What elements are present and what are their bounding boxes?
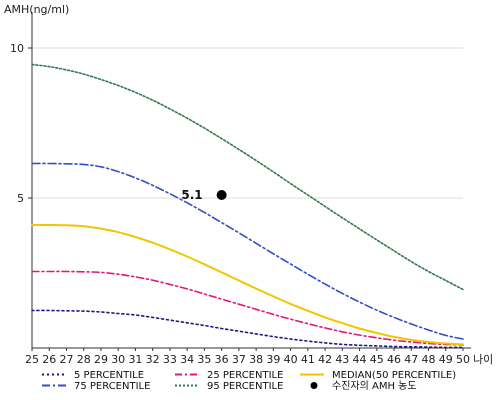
x-tick-label-39: 39 [266, 353, 280, 366]
legend-label-5: 수진자의 AMH 농도 [332, 380, 417, 392]
x-tick-label-30: 30 [111, 353, 125, 366]
x-tick-label-43: 43 [335, 353, 349, 366]
x-axis-title: 나이 [473, 353, 493, 366]
x-tick-label-45: 45 [370, 353, 384, 366]
x-tick-label-37: 37 [232, 353, 246, 366]
x-tick-label-36: 36 [215, 353, 229, 366]
x-tick-label-25: 25 [25, 353, 39, 366]
legend-label-0: 5 PERCENTILE [74, 370, 144, 381]
y-gridlines [32, 47, 463, 199]
x-tick-label-49: 49 [439, 353, 453, 366]
x-tick-label-40: 40 [284, 353, 298, 366]
x-tick-label-42: 42 [318, 353, 332, 366]
series-lines [31, 63, 464, 349]
x-tick-label-27: 27 [59, 353, 73, 366]
x-tick-label-28: 28 [77, 353, 91, 366]
x-tick-label-44: 44 [353, 353, 367, 366]
legend-label-3: 75 PERCENTILE [74, 381, 150, 392]
legend-swatch-5 [310, 382, 318, 389]
series-line-3 [31, 162, 464, 340]
x-tick-label-50: 50 [456, 353, 470, 366]
x-tick-label-29: 29 [94, 353, 108, 366]
series-line-0 [31, 309, 464, 349]
x-tick-label-34: 34 [180, 353, 194, 366]
series-line-2 [31, 223, 464, 346]
x-tick-label-46: 46 [387, 353, 401, 366]
x-tick-label-33: 33 [163, 353, 177, 366]
y-axis-title: AMH(ng/ml) [4, 3, 69, 16]
y-tick-label-5: 5 [17, 192, 24, 205]
x-tick-label-48: 48 [422, 353, 436, 366]
x-tick-label-26: 26 [42, 353, 56, 366]
x-tick-label-38: 38 [249, 353, 263, 366]
patient-point-0 [216, 190, 227, 200]
x-tick-label-41: 41 [301, 353, 315, 366]
x-tick-label-31: 31 [128, 353, 142, 366]
x-tick-label-35: 35 [197, 353, 211, 366]
series-line-1 [31, 270, 464, 346]
legend-label-4: 95 PERCENTILE [207, 381, 283, 392]
patient-points: 5.1 [181, 188, 227, 202]
y-tick-label-10: 10 [10, 42, 24, 55]
series-line-4 [31, 63, 464, 291]
x-tick-label-32: 32 [146, 353, 160, 366]
legend: 5 PERCENTILE 25 PERCENTILE MEDIAN(50 PERCE… [42, 370, 456, 392]
legend-label-1: 25 PERCENTILE [207, 370, 283, 381]
patient-point-label-0: 5.1 [181, 188, 202, 202]
x-tick-label-47: 47 [404, 353, 418, 366]
legend-label-2: MEDIAN(50 PERCENTILE) [332, 370, 456, 381]
